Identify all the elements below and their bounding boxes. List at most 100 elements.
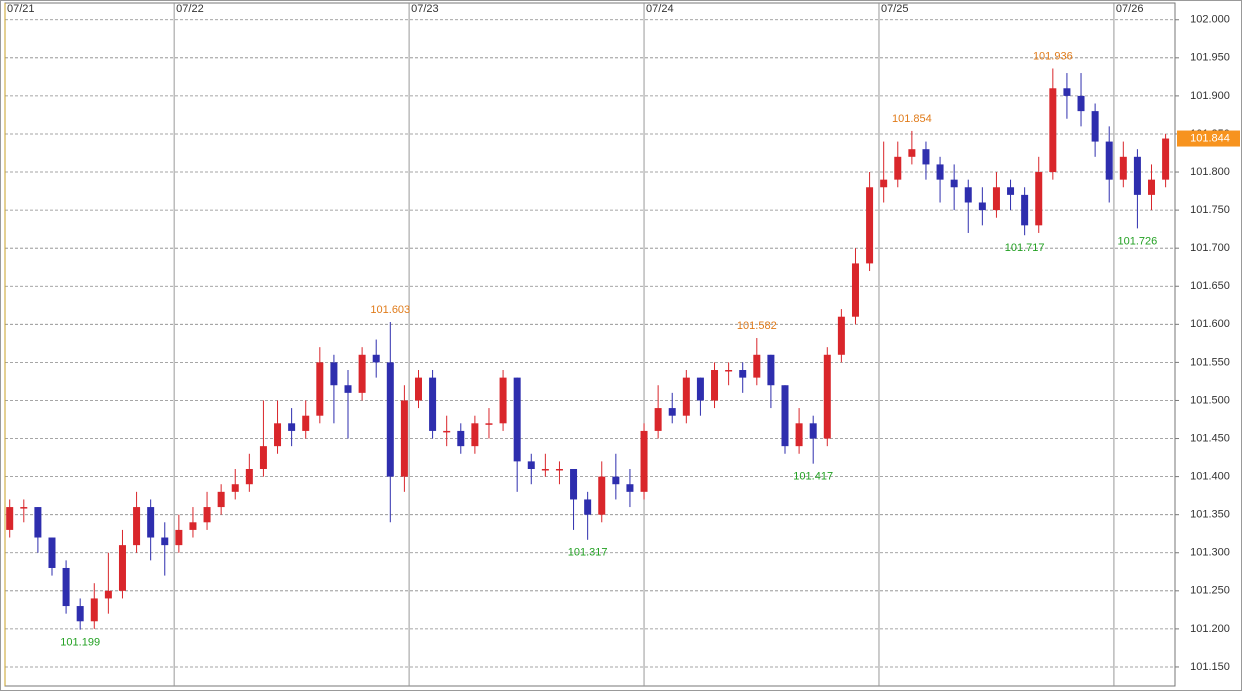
candle-body [992,187,1000,211]
candle-body [837,316,845,355]
candle-body [90,598,98,622]
candle-body [316,362,324,416]
candle-body [1035,172,1043,226]
y-tick-label: 101.250 [1190,585,1230,597]
y-tick-label: 101.750 [1190,204,1230,216]
candle-body [62,567,70,607]
candle-body [809,423,817,439]
y-tick-label: 101.450 [1190,432,1230,444]
y-tick-label: 101.500 [1190,394,1230,406]
candle-body [725,370,733,372]
candle-body [654,408,662,431]
high-label: 101.936 [1033,50,1073,62]
candle-body [358,354,366,393]
candle-body [753,354,761,378]
x-tick-label: 07/24 [646,3,674,15]
candle-body [950,179,958,188]
candle-body [302,415,310,431]
candle-body [922,149,930,165]
candle-body [471,423,479,447]
candle-body [1021,194,1029,226]
candle-body [386,362,394,477]
candle-body [175,529,183,546]
candle-body [668,408,676,416]
candle-body [1105,141,1113,180]
y-tick-label: 101.950 [1190,52,1230,64]
candle-body [851,263,859,317]
x-tick-label: 07/26 [1116,3,1144,15]
candle-body [1091,111,1099,142]
y-tick-label: 101.550 [1190,356,1230,368]
y-tick-label: 101.350 [1190,509,1230,521]
candle-body [118,545,126,591]
candle-body [711,370,719,401]
candle-body [1133,156,1141,195]
candle-body [908,149,916,157]
candle-body [978,202,986,211]
candle-body [133,507,141,546]
price-tag [1177,130,1240,147]
candle-body [964,187,972,203]
price-tag-label: 101.844 [1190,132,1230,144]
y-tick-label: 101.300 [1190,547,1230,559]
low-label: 101.726 [1118,235,1158,247]
candle-body [767,354,775,386]
candle-body [34,507,42,538]
low-label: 101.199 [60,637,100,649]
candle-body [781,385,789,447]
low-label: 101.317 [568,547,608,559]
low-label: 101.417 [793,471,833,483]
candle-body [696,377,704,401]
candle-body [457,430,465,447]
candle-body [259,446,267,469]
candle-body [414,377,422,401]
y-tick-label: 101.600 [1190,318,1230,330]
candle-body [541,468,549,471]
low-label: 101.717 [1005,242,1045,254]
candle-body [20,507,28,509]
candle-body [161,537,169,546]
candle-body [513,377,521,462]
candle-body [866,187,874,264]
candle-body [147,507,155,538]
candle-body [217,491,225,508]
candle-body [570,468,578,500]
candle-body [499,377,507,424]
x-tick-label: 07/21 [7,3,35,15]
candle-body [612,476,620,485]
candle-body [274,423,282,447]
candle-body [485,423,493,425]
candle-body [1049,88,1057,173]
y-tick-label: 101.900 [1190,90,1230,102]
candle-body [48,537,56,568]
high-label: 101.854 [892,113,932,125]
y-tick-label: 101.650 [1190,280,1230,292]
candle-body [1162,138,1170,180]
y-tick-label: 101.700 [1190,242,1230,254]
y-tick-label: 101.400 [1190,471,1230,483]
candle-body [626,484,634,492]
candle-body [795,423,803,447]
candle-body [76,606,84,622]
y-tick-label: 101.200 [1190,623,1230,635]
candle-body [245,468,253,485]
candle-body [443,430,451,433]
candle-body [400,400,408,477]
plot-area [4,2,1176,687]
x-tick-label: 07/22 [176,3,204,15]
candle-body [1007,187,1015,195]
candle-body [584,499,592,515]
y-tick-label: 101.150 [1190,661,1230,673]
candle-body [104,590,112,599]
candle-body [555,468,563,471]
candle-body [739,370,747,378]
candle-body [1063,88,1071,96]
candle-body [682,377,690,416]
candle-body [640,430,648,492]
high-label: 101.603 [370,304,410,316]
candle-body [880,179,888,188]
candle-body [330,362,338,386]
x-tick-label: 07/25 [881,3,909,15]
